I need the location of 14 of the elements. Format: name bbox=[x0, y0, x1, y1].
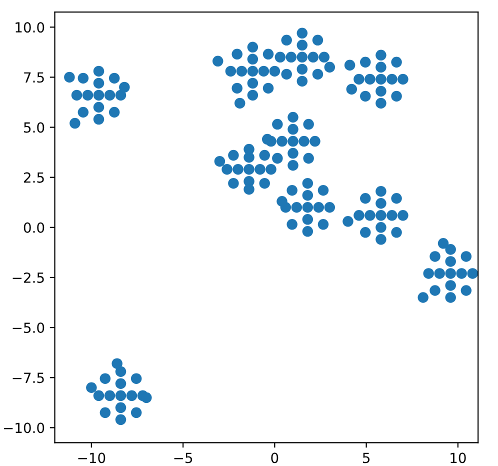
y-tick-label: −10.0 bbox=[4, 422, 44, 434]
y-tick-label: 7.5 bbox=[24, 72, 44, 83]
x-tick-label: 5 bbox=[362, 452, 370, 464]
x-tick-label: 0 bbox=[271, 452, 278, 464]
y-tick-label: 10.0 bbox=[16, 22, 44, 33]
x-tick-label: 10 bbox=[450, 452, 466, 464]
y-tick-label: 0.0 bbox=[24, 222, 44, 233]
y-tick-label: 2.5 bbox=[24, 172, 44, 183]
x-tick-label: −10 bbox=[78, 452, 106, 464]
y-tick-label: −5.0 bbox=[12, 322, 44, 334]
y-tick-label: −2.5 bbox=[12, 272, 44, 283]
y-tick-label: −7.5 bbox=[12, 372, 44, 384]
y-tick-label: 5.0 bbox=[24, 122, 44, 133]
x-tick-label: −5 bbox=[174, 452, 192, 464]
